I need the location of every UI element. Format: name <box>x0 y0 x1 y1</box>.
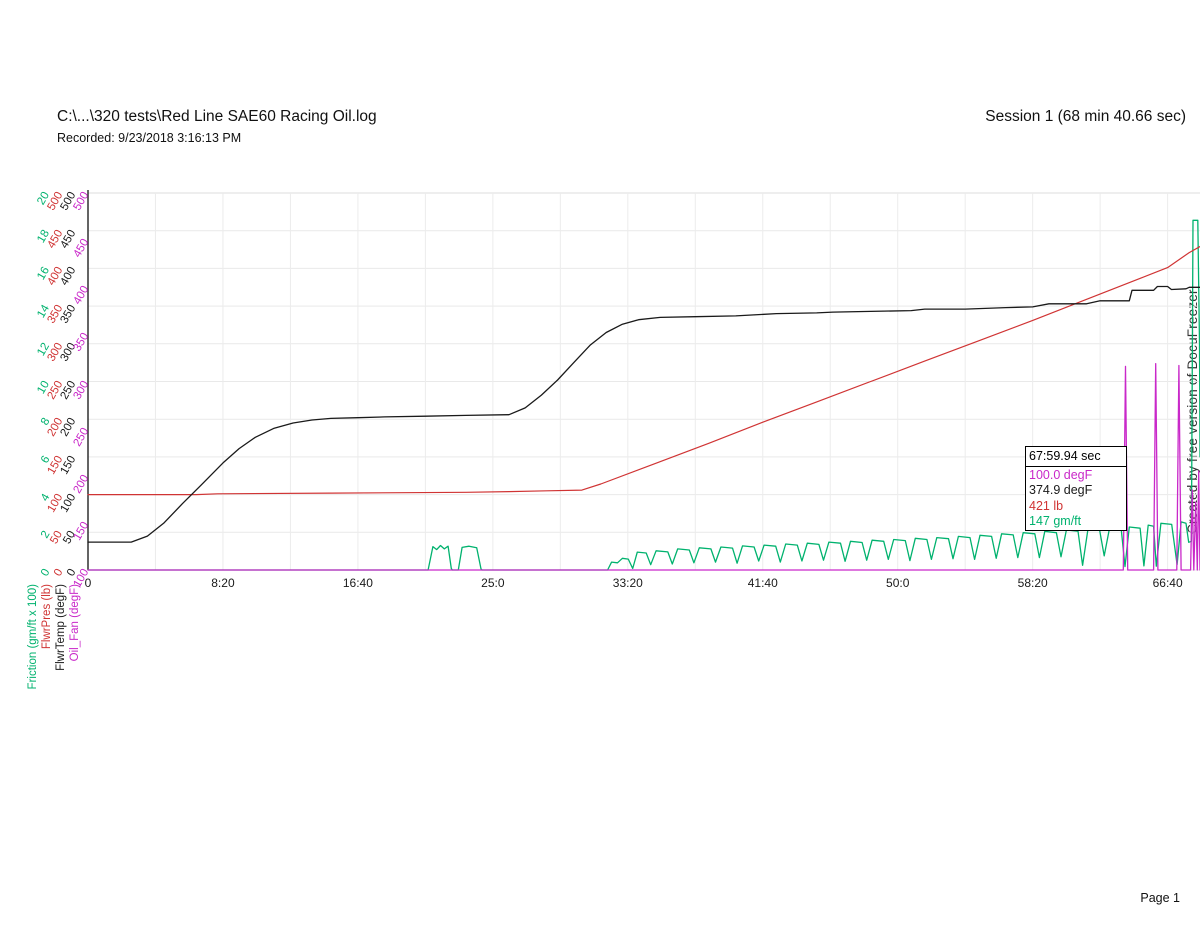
series-friction <box>87 219 1200 571</box>
cursor-oilfan-value: 100.0 degF <box>1029 467 1093 482</box>
series-flwr_temp <box>87 285 1200 543</box>
axis-title-flwr_temp: FlwrTemp (degF) <box>55 584 67 671</box>
cursor-readout-tooltip[interactable]: 67:59.94 sec 100.0 degF 374.9 degF 421 l… <box>1025 446 1127 531</box>
cursor-flwrtemp-value: 374.9 degF <box>1029 483 1093 497</box>
x-tick-label: 25:0 <box>481 576 505 590</box>
cursor-flwrpres-value: 421 lb <box>1029 498 1064 513</box>
plot-canvas <box>87 190 1200 571</box>
x-tick-label: 8:20 <box>211 576 235 590</box>
y-axis-tick-labels: 0 2 4 6 8 10 12 14 16 18 20 0 50 100 150 200 250 300 350 40… <box>0 191 88 593</box>
x-tick-label: 33:20 <box>612 576 643 590</box>
cursor-time-value: 67:59.94 sec <box>1025 446 1127 467</box>
x-tick-label: 16:40 <box>342 576 373 590</box>
y-tick-flwr_pres: 0 <box>51 567 66 579</box>
axis-title-oil_fan: Oil_Fan (degF) <box>69 584 81 662</box>
y-tick-oil_fan: 400 <box>71 284 88 307</box>
y-tick-friction: 0 <box>38 567 53 579</box>
y-tick-oil_fan: 200 <box>71 472 88 496</box>
page-number: Page 1 <box>1140 891 1180 905</box>
strip-chart: 0 2 4 6 8 10 12 14 16 18 20 0 50 100 150 200 250 300 350 40… <box>0 150 1200 710</box>
session-label: Session 1 (68 min 40.66 sec) <box>985 108 1186 125</box>
series-flwr_pres <box>87 245 1200 496</box>
x-tick-label: 0 <box>84 576 92 590</box>
axis-title-friction: Friction (gm/ft x 100) <box>27 584 39 690</box>
x-tick-label: 41:40 <box>747 576 778 590</box>
cursor-friction-value: 147 gm/ft <box>1029 514 1082 528</box>
axis-title-flwr_pres: FlwrPres (lb) <box>41 584 53 650</box>
x-tick-label: 58:20 <box>1017 576 1048 590</box>
file-path-title: C:\...\320 tests\Red Line SAE60 Racing O… <box>57 108 377 125</box>
x-tick-label: 66:40 <box>1152 576 1183 590</box>
recorded-timestamp: Recorded: 9/23/2018 3:16:13 PM <box>57 131 242 145</box>
x-tick-label: 50:0 <box>886 576 910 590</box>
